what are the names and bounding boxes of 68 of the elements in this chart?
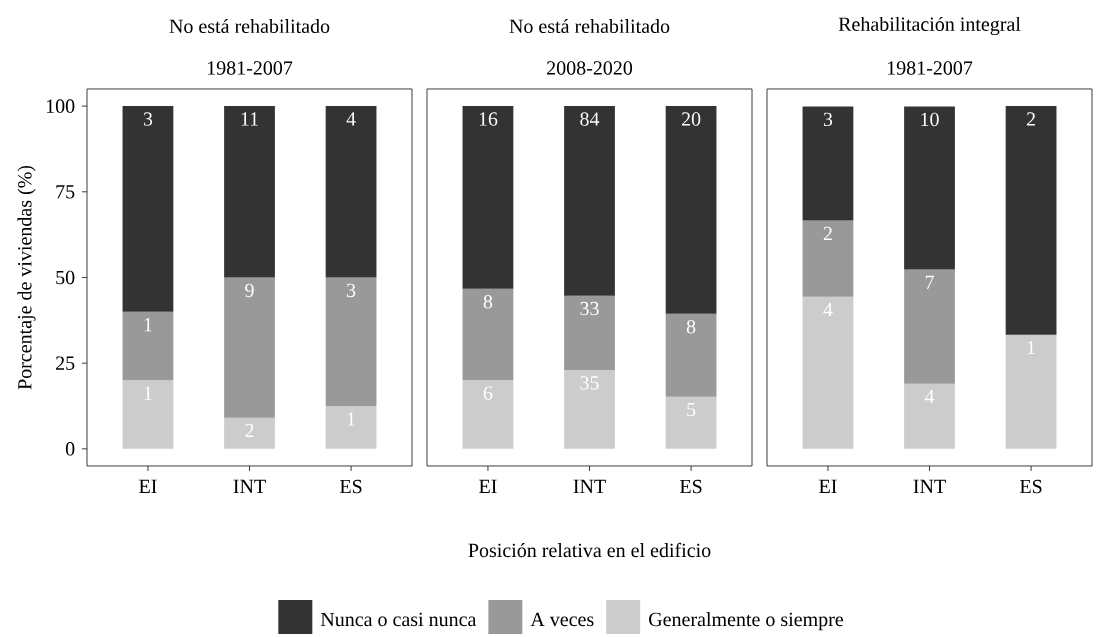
bar (564, 295, 615, 371)
x-tick-label: INT (233, 479, 266, 493)
bar (325, 277, 377, 406)
y-tick-label: 75 (56, 185, 75, 199)
y-tick-label: 0 (65, 442, 75, 456)
bar (802, 296, 854, 449)
bar (802, 106, 854, 221)
bar (122, 380, 174, 449)
x-tick-label: ES (679, 479, 702, 494)
x-tick-label: EI (819, 479, 837, 493)
x-tick-label: ES (1019, 479, 1042, 494)
chart-title: Rehabilitación integral (838, 16, 1021, 36)
bar (564, 106, 615, 296)
annotation: 84 (580, 112, 600, 126)
x-tick-label: ES (339, 479, 362, 494)
annotation: 9 (245, 283, 254, 298)
bar (224, 277, 275, 418)
y-tick-label: 50 (56, 270, 75, 285)
bar (1005, 106, 1057, 335)
x-tick-label: INT (573, 479, 606, 493)
bar (462, 106, 514, 289)
annotation: 11 (241, 112, 258, 126)
x-tick-label: EI (139, 479, 157, 493)
bar (665, 313, 717, 397)
annotation: 2 (823, 226, 832, 241)
chart-title: No está rehabilitado (169, 18, 330, 34)
annotation: 8 (483, 295, 493, 309)
annotation: 3 (823, 112, 833, 127)
annotation: 20 (681, 112, 701, 126)
legend-label: Generalmente o siempre (649, 612, 844, 631)
bar (122, 106, 174, 312)
bar (665, 106, 717, 314)
annotation: 3 (143, 112, 153, 126)
annotation: 33 (580, 301, 599, 316)
bar (325, 406, 377, 449)
annotation: 2 (1026, 112, 1035, 126)
bar (462, 288, 514, 381)
chart-subtitle: 1981-2007 (887, 61, 973, 75)
legend-label: Nunca o casi nunca (320, 612, 477, 627)
x-tick-label: EI (479, 479, 497, 493)
bar (904, 383, 955, 449)
x-tick-label: INT (913, 479, 946, 493)
y-tick-label: 25 (56, 356, 75, 370)
bar (904, 269, 955, 384)
x-axis-title: Posición relativa en el edificio (468, 542, 711, 558)
bar (122, 311, 174, 381)
bar (802, 220, 854, 297)
legend-label: A veces (530, 612, 594, 627)
annotation: 8 (686, 320, 696, 334)
annotation: 1 (144, 317, 152, 332)
annotation: 4 (346, 112, 356, 126)
annotation: 16 (479, 112, 498, 126)
y-axis-title: Porcentaje de viviendas (%) (17, 165, 36, 390)
annotation: 7 (925, 275, 934, 289)
annotation: 3 (347, 283, 356, 298)
bar (1005, 334, 1057, 449)
y-tick-label: 100 (46, 99, 75, 113)
bar (224, 106, 275, 278)
chart-subtitle: 1981-2007 (207, 61, 293, 75)
bar (904, 106, 955, 270)
chart-title: No está rehabilitado (509, 18, 670, 34)
bar (665, 396, 717, 449)
bar (462, 380, 514, 449)
bar (564, 370, 615, 449)
chart-subtitle: 2008-2020 (547, 61, 633, 75)
bar (224, 417, 275, 449)
bar (325, 106, 377, 278)
annotation: 10 (921, 112, 939, 127)
